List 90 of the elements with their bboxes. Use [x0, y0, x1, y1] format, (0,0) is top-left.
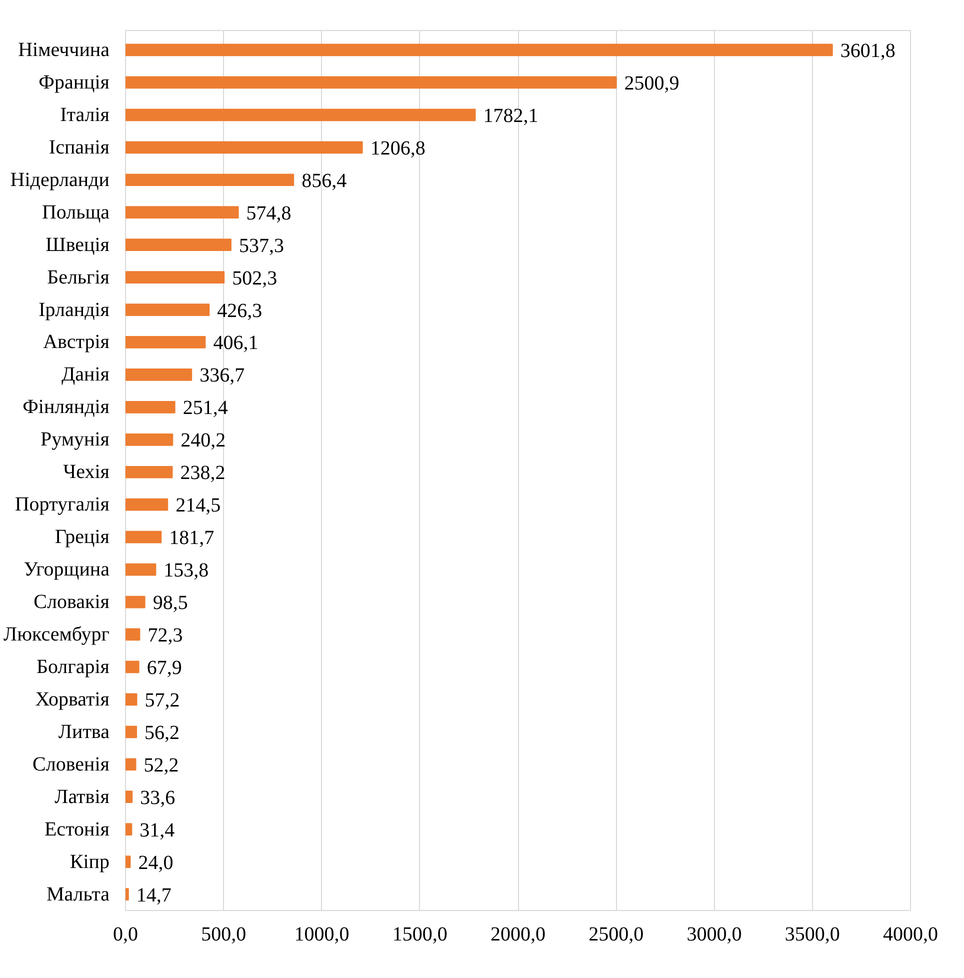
data-label: 251,4	[182, 397, 228, 420]
x-tick-label: 4000,0	[883, 924, 938, 946]
data-label: 1782,1	[483, 104, 538, 127]
bar	[126, 758, 136, 771]
y-tick-label: Кіпр	[70, 850, 110, 873]
x-tick-label: 3000,0	[686, 924, 742, 946]
bar	[126, 726, 138, 738]
bar	[126, 790, 133, 804]
bar	[126, 368, 192, 381]
bar	[126, 238, 232, 251]
y-tick-label: Польща	[42, 201, 110, 224]
data-label: 537,3	[238, 234, 284, 257]
x-tick-label: 2000,0	[490, 924, 546, 946]
bar	[126, 108, 476, 122]
bar	[126, 856, 131, 868]
data-label: 574,8	[246, 202, 292, 224]
y-tick-label: Португалія	[14, 494, 110, 516]
y-tick-label: Угорщина	[24, 558, 110, 581]
data-label: 336,7	[200, 364, 245, 387]
data-label: 33,6	[140, 786, 176, 809]
bar	[126, 271, 225, 284]
data-label: 240,2	[180, 430, 226, 452]
y-tick-label: Ірландія	[38, 298, 110, 321]
data-label: 238,2	[180, 462, 226, 484]
bar	[126, 304, 210, 316]
data-label: 502,3	[232, 267, 278, 290]
y-tick-label: Нідерланди	[10, 168, 110, 191]
data-label: 214,5	[176, 494, 221, 517]
data-label: 52,2	[144, 754, 179, 776]
y-tick-label: Австрія	[43, 331, 110, 354]
data-label: 98,5	[152, 592, 188, 614]
bar	[126, 596, 146, 608]
data-label: 14,7	[136, 884, 172, 906]
y-tick-label: Греція	[54, 526, 110, 548]
y-tick-label: Латвія	[54, 786, 110, 808]
y-tick-label: Німеччина	[18, 38, 110, 61]
y-tick-label: Хорватія	[35, 688, 110, 710]
y-tick-label: Данія	[62, 364, 110, 386]
y-tick-label: Словакія	[34, 591, 110, 614]
y-tick-label: Болгарія	[36, 656, 110, 678]
data-label: 406,1	[213, 332, 258, 354]
data-label: 31,4	[140, 819, 175, 842]
data-label: 856,4	[302, 170, 347, 192]
y-tick-label: Бельгія	[47, 266, 110, 288]
data-label: 72,3	[148, 624, 183, 646]
x-tick-label: 1000,0	[294, 924, 350, 946]
y-tick-label: Франція	[38, 71, 110, 94]
bar	[126, 466, 173, 478]
data-label: 2500,9	[624, 72, 680, 94]
y-tick-label: Естонія	[44, 818, 110, 840]
bar	[126, 174, 294, 186]
x-tick-label: 1500,0	[392, 924, 448, 946]
bar	[126, 530, 162, 544]
bar	[126, 400, 176, 414]
bar	[126, 433, 174, 446]
x-tick-label: 0,0	[113, 924, 138, 946]
bar	[126, 660, 140, 674]
bar	[126, 628, 140, 641]
y-tick-label: Люксембург	[4, 623, 110, 646]
y-tick-label: Іспанія	[48, 136, 110, 158]
y-tick-label: Італія	[60, 104, 110, 126]
data-label: 3601,8	[840, 40, 896, 62]
bar	[126, 44, 833, 56]
bar	[126, 693, 138, 706]
data-label: 153,8	[164, 560, 209, 582]
bar	[126, 206, 239, 219]
data-label: 24,0	[138, 852, 174, 874]
bar	[126, 76, 617, 89]
y-tick-label: Литва	[58, 720, 110, 743]
y-tick-label: Швеція	[46, 234, 110, 256]
bar	[126, 888, 129, 900]
data-label: 67,9	[146, 656, 182, 679]
y-tick-label: Фінляндія	[22, 396, 110, 418]
x-tick-label: 3500,0	[784, 924, 840, 946]
data-label: 426,3	[217, 300, 262, 322]
x-tick-label: 500,0	[201, 924, 246, 946]
bar	[126, 823, 132, 836]
data-label: 56,2	[144, 722, 180, 744]
bar	[126, 498, 168, 511]
x-tick-label: 2500,0	[588, 924, 644, 946]
data-label: 1206,8	[370, 137, 426, 160]
data-label: 181,7	[169, 527, 214, 550]
y-tick-label: Мальта	[46, 883, 110, 906]
data-label: 57,2	[144, 689, 180, 712]
bar	[126, 336, 206, 348]
bar	[126, 141, 363, 154]
bar	[126, 563, 156, 576]
y-tick-label: Румунія	[40, 428, 110, 451]
y-tick-label: Словенія	[32, 753, 110, 776]
y-tick-label: Чехія	[63, 461, 110, 484]
